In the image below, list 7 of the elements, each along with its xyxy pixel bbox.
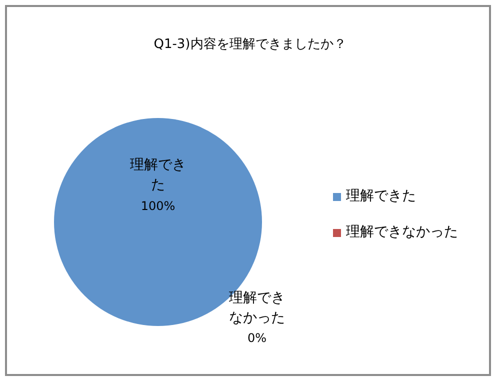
legend-label: 理解できた bbox=[346, 187, 417, 206]
text: 0% bbox=[247, 331, 267, 346]
category-label: 理解できなかった bbox=[229, 290, 285, 326]
legend-label: 理解できなかった bbox=[346, 223, 459, 242]
slice-label: 理解できた bbox=[130, 157, 186, 194]
data-label: 100% bbox=[140, 198, 176, 213]
chart-title: Q1-3)内容を理解できましたか？ bbox=[152, 36, 348, 54]
